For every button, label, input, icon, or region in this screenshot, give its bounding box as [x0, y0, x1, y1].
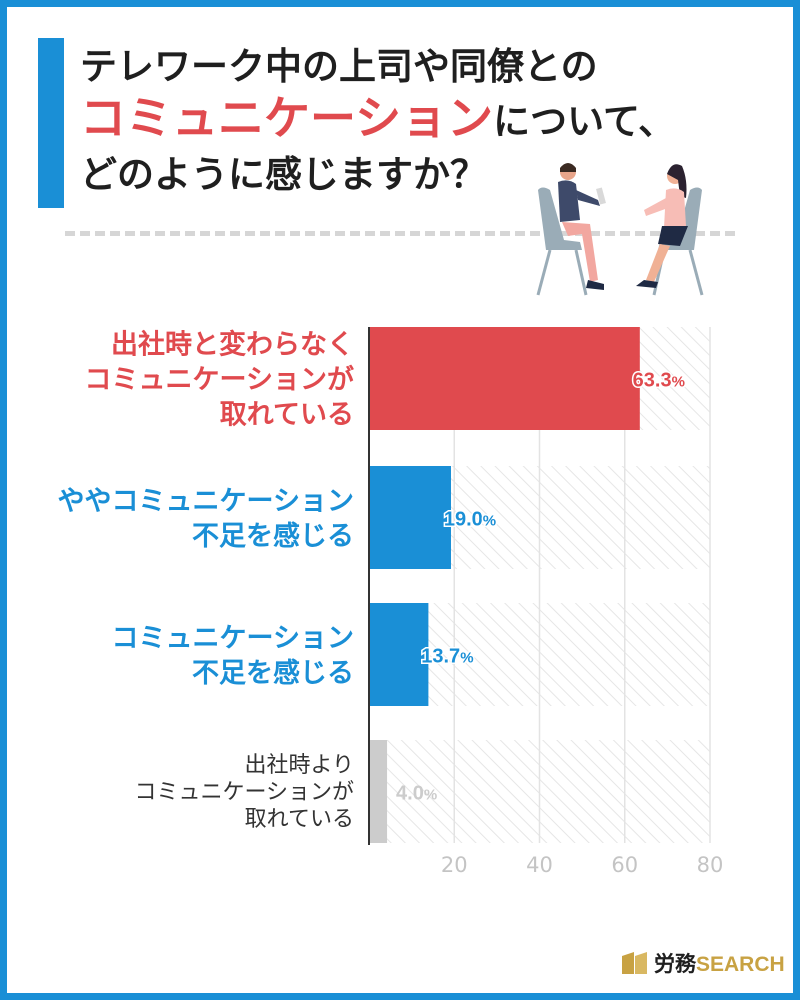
category-label: 取れている — [220, 399, 354, 430]
data-label: 4.0% — [396, 783, 437, 805]
bar — [370, 603, 429, 706]
title-highlight: コミュニケーション — [80, 91, 494, 145]
bar — [370, 327, 640, 430]
title-line-2-rest: について、 — [493, 100, 676, 143]
data-label: 13.7% — [421, 646, 473, 668]
title-accent-bar — [38, 38, 64, 208]
category-label: 不足を感じる — [192, 520, 354, 552]
brand-search: SEARCH — [696, 953, 785, 976]
bar — [370, 466, 451, 569]
x-tick-label: 20 — [441, 853, 468, 877]
bar — [370, 740, 388, 843]
data-label: 63.3% — [633, 370, 685, 392]
category-label: 出社時より — [244, 753, 354, 778]
category-label: コミュニケーションが — [85, 363, 354, 395]
brand-kanji: 労務 — [654, 952, 696, 976]
category-label: コミュニケーション — [112, 623, 354, 654]
data-label: 19.0% — [444, 509, 496, 531]
divider — [65, 231, 735, 236]
man-figure-icon — [558, 163, 606, 290]
chair-left-icon — [536, 187, 588, 296]
category-label: 不足を感じる — [192, 657, 354, 689]
title-line-3: どのように感じますか？ — [80, 153, 487, 196]
x-tick-label: 80 — [697, 853, 724, 877]
title-line-2: コミュニケーションについて、 — [80, 90, 720, 150]
category-label: 取れている — [245, 807, 354, 832]
x-tick-label: 60 — [611, 853, 638, 877]
category-label: 出社時と変わらなく — [111, 328, 354, 360]
category-label: コミュニケーションが — [134, 780, 354, 805]
conversation-illustration — [536, 163, 704, 296]
category-label: ややコミュニケーション — [58, 486, 354, 517]
brand: 労務SEARCH — [654, 948, 785, 978]
brand-logo-icon — [622, 952, 647, 974]
title-line-1: テレワーク中の上司や同僚との — [80, 45, 598, 88]
page-title: テレワーク中の上司や同僚との コミュニケーションについて、 どのように感じますか… — [80, 44, 720, 200]
x-tick-label: 40 — [526, 853, 553, 877]
woman-figure-icon — [636, 164, 688, 288]
